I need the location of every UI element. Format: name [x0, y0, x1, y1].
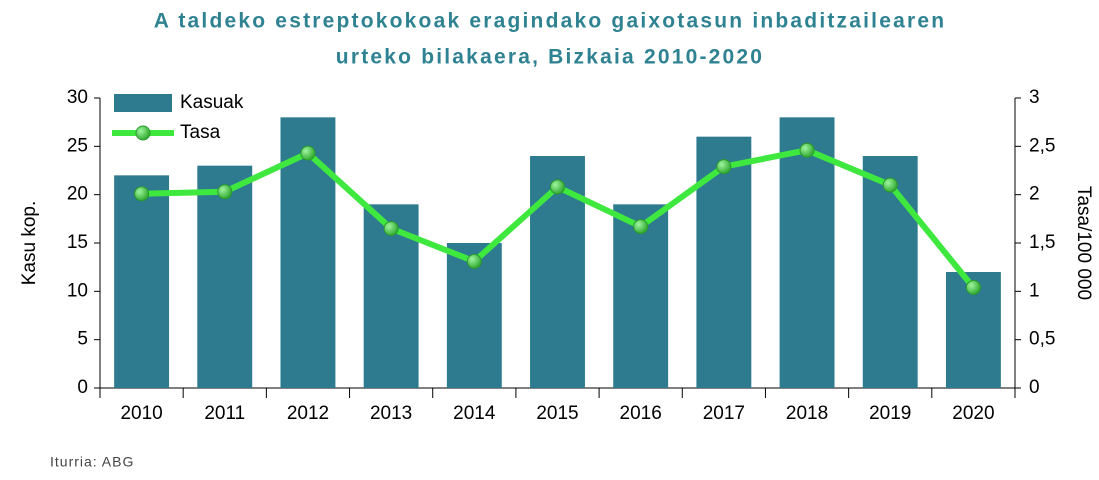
- x-tick-label: 2017: [703, 403, 745, 424]
- x-tick-label: 2018: [786, 403, 828, 424]
- y2-tick-label: 3: [1029, 87, 1040, 108]
- y2-axis-label: Tasa/100 000: [1073, 186, 1094, 300]
- bar: [114, 175, 170, 388]
- y-tick-label: 0: [77, 377, 88, 398]
- marker: [633, 219, 649, 235]
- x-tick-label: 2019: [869, 403, 911, 424]
- marker: [882, 177, 898, 193]
- x-tick-label: 2015: [536, 403, 578, 424]
- y-tick-label: 25: [67, 135, 88, 156]
- marker: [134, 186, 150, 202]
- marker: [217, 184, 233, 200]
- marker: [383, 221, 399, 236]
- y2-tick-label: 2,5: [1029, 135, 1055, 156]
- chart-title: urteko bilakaera, Bizkaia 2010-2020: [336, 46, 764, 69]
- y-tick-label: 15: [67, 232, 88, 253]
- y2-tick-label: 0: [1029, 377, 1040, 398]
- y2-tick-label: 1: [1029, 280, 1040, 301]
- y-tick-label: 30: [67, 87, 88, 108]
- bar: [197, 165, 253, 388]
- x-tick-label: 2013: [370, 403, 412, 424]
- y-tick-label: 5: [77, 329, 88, 350]
- marker: [550, 179, 565, 195]
- y2-tick-label: 0,5: [1029, 329, 1055, 350]
- legend-label: Tasa: [180, 122, 221, 143]
- marker: [965, 279, 981, 295]
- bar: [862, 156, 918, 388]
- x-tick-label: 2010: [120, 403, 162, 424]
- marker: [300, 145, 316, 161]
- x-tick-label: 2020: [952, 403, 994, 424]
- x-tick-label: 2012: [287, 403, 329, 424]
- y-axis-label: Kasu kop.: [19, 201, 40, 286]
- bar: [696, 136, 752, 388]
- y2-tick-label: 2: [1029, 184, 1040, 205]
- marker: [716, 159, 732, 175]
- y-tick-label: 10: [67, 280, 88, 301]
- x-tick-label: 2011: [204, 403, 245, 424]
- x-tick-label: 2014: [453, 403, 496, 424]
- legend-swatch: [114, 94, 172, 112]
- x-tick-label: 2016: [620, 403, 662, 424]
- marker: [799, 142, 815, 158]
- source: Iturria: ABG: [50, 454, 134, 470]
- bar: [779, 117, 835, 388]
- y2-tick-label: 1,5: [1029, 232, 1055, 253]
- legend-label: Kasuak: [180, 92, 244, 113]
- legend-marker: [135, 125, 151, 141]
- chart-title: A taldeko estreptokokoak eragindako gaix…: [154, 10, 947, 33]
- y-tick-label: 20: [67, 184, 88, 205]
- marker: [466, 253, 482, 269]
- bar: [613, 204, 669, 388]
